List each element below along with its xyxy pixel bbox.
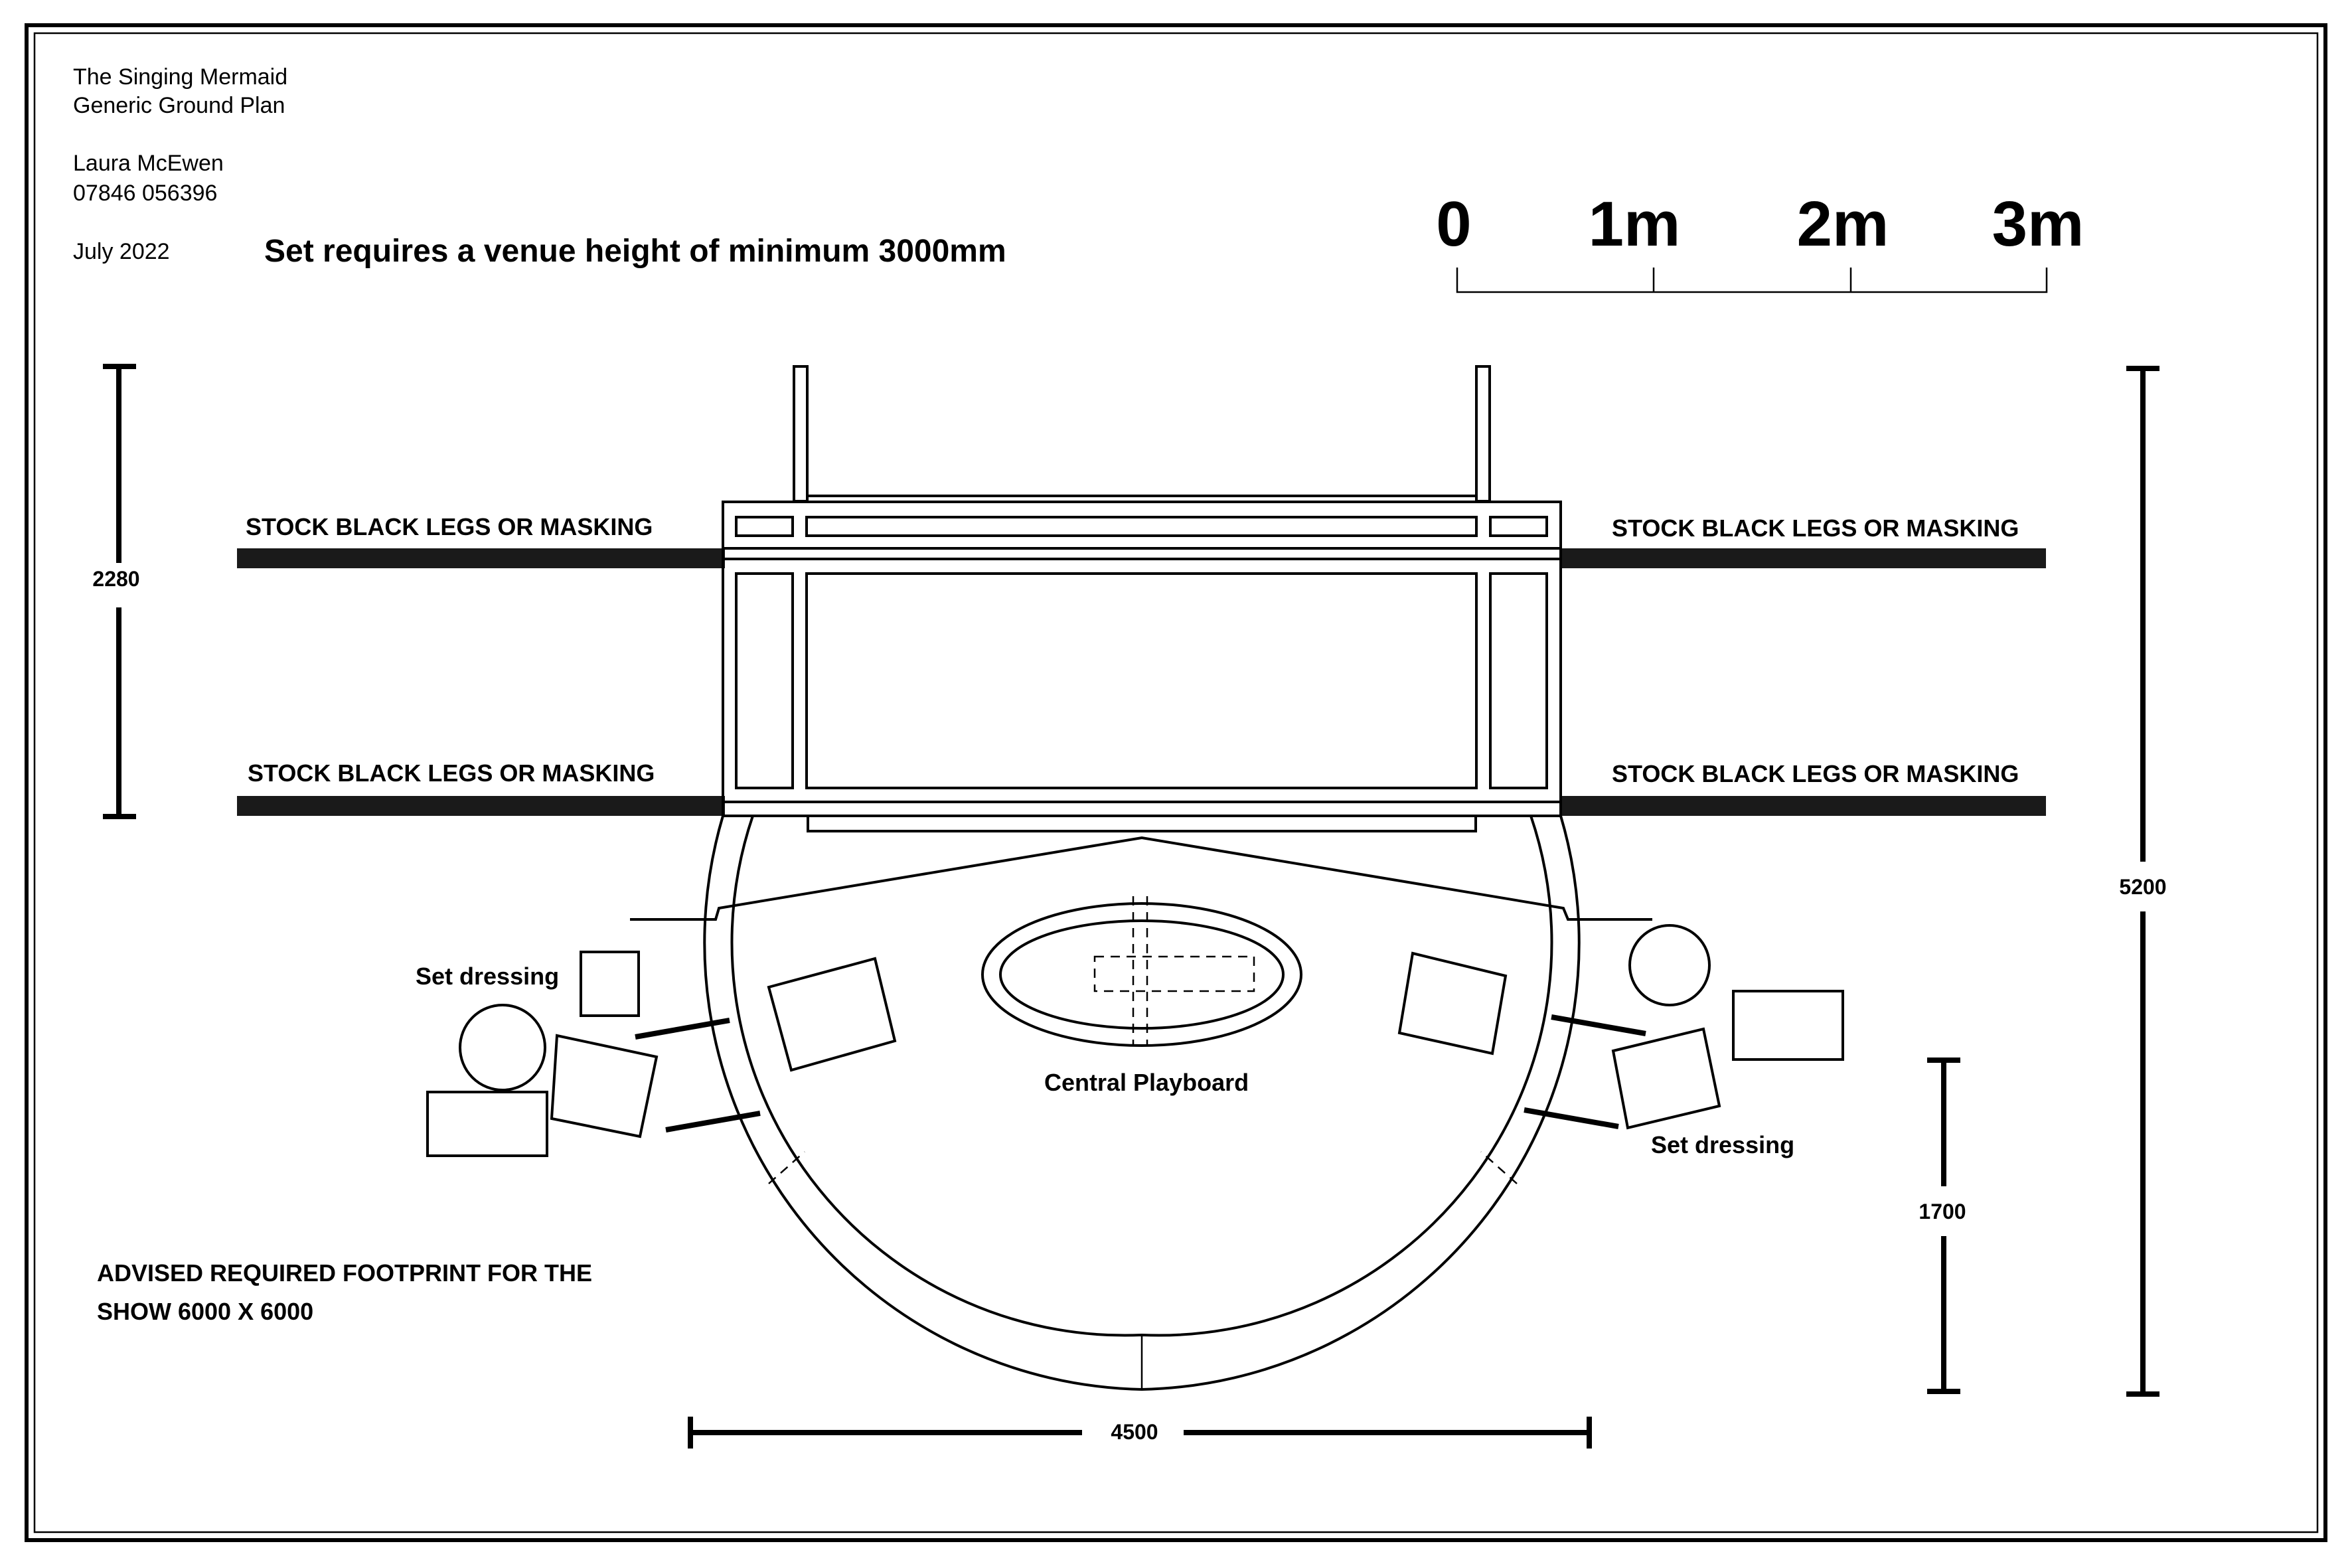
stage-apron [630,815,1652,1391]
dimension-width-4500: 4500 [688,1417,1592,1449]
set-dressing-right: Set dressing [1397,924,1844,1158]
set-unit [722,365,1562,832]
title-block: The Singing Mermaid Generic Ground Plan … [73,64,287,264]
dimension-left-value: 2280 [92,567,139,591]
dimension-inner-1700: 1700 [1919,1058,1966,1394]
set-dressing-right-label: Set dressing [1651,1131,1794,1158]
scale-label-3m: 3m [1992,189,2084,260]
dimension-width-value: 4500 [1111,1420,1158,1444]
scale-label-1m: 1m [1589,189,1681,260]
scale-bar: 0 1m 2m 3m [1436,189,2084,293]
show-title: The Singing Mermaid [73,64,287,90]
drawing-title: Generic Ground Plan [73,93,285,118]
masking-label-lower-left: STOCK BLACK LEGS OR MASKING [248,759,655,787]
scale-label-0: 0 [1436,189,1471,260]
masking-label-lower-right: STOCK BLACK LEGS OR MASKING [1612,760,2019,787]
masking-label-upper-right: STOCK BLACK LEGS OR MASKING [1612,514,2019,542]
set-dressing-left: Set dressing [416,951,897,1157]
dimension-right-value: 5200 [2119,875,2166,899]
designer-name: Laura McEwen [73,151,224,176]
dimension-left-2280: 2280 [92,364,140,819]
venue-height-note: Set requires a venue height of minimum 3… [264,234,1006,269]
footprint-note: ADVISED REQUIRED FOOTPRINT FOR THE SHOW … [97,1259,592,1325]
central-playboard-label: Central Playboard [1044,1069,1249,1096]
dimension-right-5200: 5200 [2119,366,2167,1397]
central-playboard: Central Playboard [981,896,1302,1096]
drawing-date: July 2022 [73,239,170,264]
masking-label-upper-left: STOCK BLACK LEGS OR MASKING [246,513,653,540]
scale-label-2m: 2m [1797,189,1889,260]
masking-legs: STOCK BLACK LEGS OR MASKING STOCK BLACK … [237,513,2046,816]
drawing-border [25,23,2327,1542]
footprint-note-line-1: ADVISED REQUIRED FOOTPRINT FOR THE [97,1259,592,1287]
dimension-inner-value: 1700 [1919,1200,1966,1223]
footprint-note-line-2: SHOW 6000 X 6000 [97,1298,313,1325]
designer-phone: 07846 056396 [73,181,217,206]
set-dressing-left-label: Set dressing [416,963,559,990]
